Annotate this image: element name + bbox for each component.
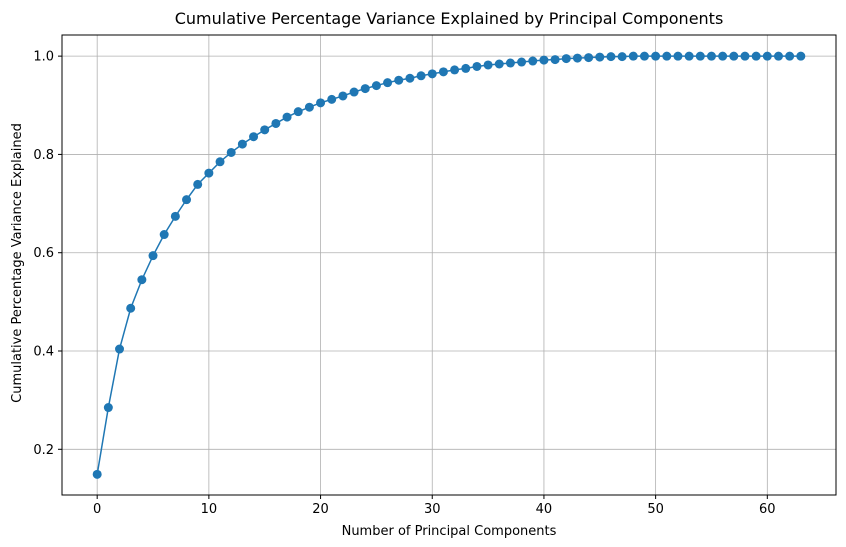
- grid: [62, 35, 836, 495]
- data-point: [304, 102, 314, 112]
- x-tick-label: 30: [424, 502, 441, 517]
- data-point: [684, 51, 694, 61]
- data-point: [628, 51, 638, 61]
- data-point: [92, 469, 102, 479]
- data-point: [115, 344, 125, 354]
- data-point: [472, 61, 482, 71]
- series-line: [96, 55, 801, 475]
- data-point: [561, 54, 571, 64]
- data-point: [662, 51, 672, 61]
- data-point: [572, 53, 582, 63]
- data-point: [148, 251, 158, 261]
- data-point: [249, 132, 259, 142]
- data-point: [617, 52, 627, 62]
- x-tick-label: 40: [536, 502, 553, 517]
- data-point: [405, 73, 415, 83]
- data-point: [695, 51, 705, 61]
- data-point: [751, 51, 761, 61]
- data-point: [327, 94, 337, 104]
- ticks: 0 10 20 30 40 50 60 0.2 0.4 0.6 0.8 1.0: [33, 50, 775, 517]
- data-point: [416, 71, 426, 81]
- x-tick-label: 60: [759, 502, 776, 517]
- data-point: [338, 91, 348, 101]
- data-point: [159, 230, 169, 240]
- x-tick-label: 50: [647, 502, 664, 517]
- data-point: [517, 57, 527, 67]
- plot-frame: [61, 34, 837, 496]
- x-tick-label: 20: [312, 502, 329, 517]
- data-point: [394, 75, 404, 85]
- data-point: [438, 67, 448, 77]
- data-point: [584, 53, 594, 63]
- x-tick-label: 10: [201, 502, 218, 517]
- data-point: [505, 58, 515, 68]
- data-point: [293, 107, 303, 117]
- data-point: [271, 118, 281, 128]
- data-point: [260, 125, 270, 135]
- data-point: [706, 51, 716, 61]
- data-point: [539, 55, 549, 65]
- data-point: [450, 65, 460, 75]
- data-point: [639, 51, 649, 61]
- data-point: [193, 179, 203, 189]
- data-point: [773, 51, 783, 61]
- data-point: [494, 59, 504, 69]
- data-point: [740, 51, 750, 61]
- y-tick-label: 0.8: [33, 148, 54, 163]
- data-point: [103, 403, 113, 413]
- data-point: [785, 51, 795, 61]
- data-point: [316, 98, 326, 108]
- data-point: [595, 52, 605, 62]
- data-point: [651, 51, 661, 61]
- data-point: [226, 147, 236, 157]
- y-tick-label: 1.0: [33, 50, 54, 65]
- data-point: [796, 51, 806, 61]
- data-point: [170, 211, 180, 221]
- data-point: [237, 139, 247, 149]
- y-axis-title: Cumulative Percentage Variance Explained: [10, 123, 25, 403]
- data-point: [528, 56, 538, 66]
- data-point: [383, 78, 393, 88]
- data-point: [360, 84, 370, 94]
- data-point: [673, 51, 683, 61]
- y-tick-label: 0.2: [33, 443, 54, 458]
- data-point: [461, 63, 471, 73]
- x-tick-label: 0: [93, 502, 101, 517]
- data-point: [762, 51, 772, 61]
- data-point: [204, 168, 214, 178]
- data-point: [550, 55, 560, 65]
- data-point: [427, 69, 437, 79]
- data-point: [126, 303, 136, 313]
- y-tick-label: 0.6: [33, 246, 54, 261]
- data-point: [282, 112, 292, 122]
- data-point: [137, 275, 147, 285]
- y-tick-label: 0.4: [33, 345, 54, 360]
- data-point: [729, 51, 739, 61]
- chart-title: Cumulative Percentage Variance Explained…: [175, 9, 724, 28]
- data-point: [182, 195, 192, 205]
- data-point: [483, 60, 493, 70]
- data-point: [606, 52, 616, 62]
- series: [92, 51, 806, 479]
- x-axis-title: Number of Principal Components: [342, 524, 557, 539]
- data-point: [349, 87, 359, 97]
- data-point: [215, 157, 225, 167]
- data-point: [371, 81, 381, 91]
- data-point: [718, 51, 728, 61]
